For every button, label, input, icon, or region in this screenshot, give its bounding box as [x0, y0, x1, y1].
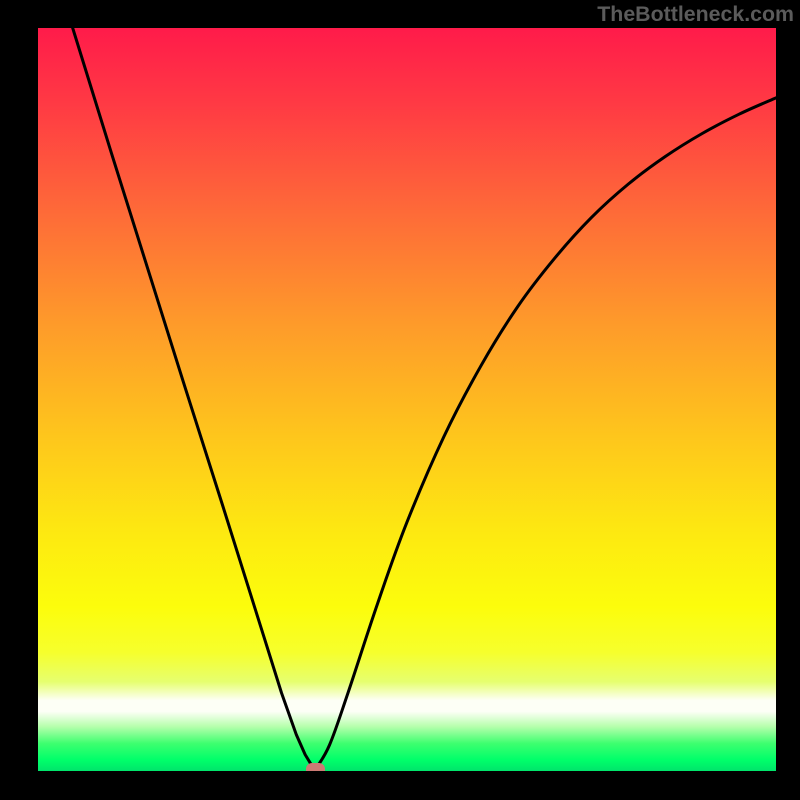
frame-border-bottom	[0, 771, 800, 800]
frame-border-right	[776, 28, 800, 800]
frame-border-left	[0, 28, 38, 800]
watermark-text: TheBottleneck.com	[597, 2, 794, 27]
optimum-marker	[38, 28, 776, 771]
chart-canvas: TheBottleneck.com	[0, 0, 800, 800]
plot-area	[38, 28, 776, 771]
